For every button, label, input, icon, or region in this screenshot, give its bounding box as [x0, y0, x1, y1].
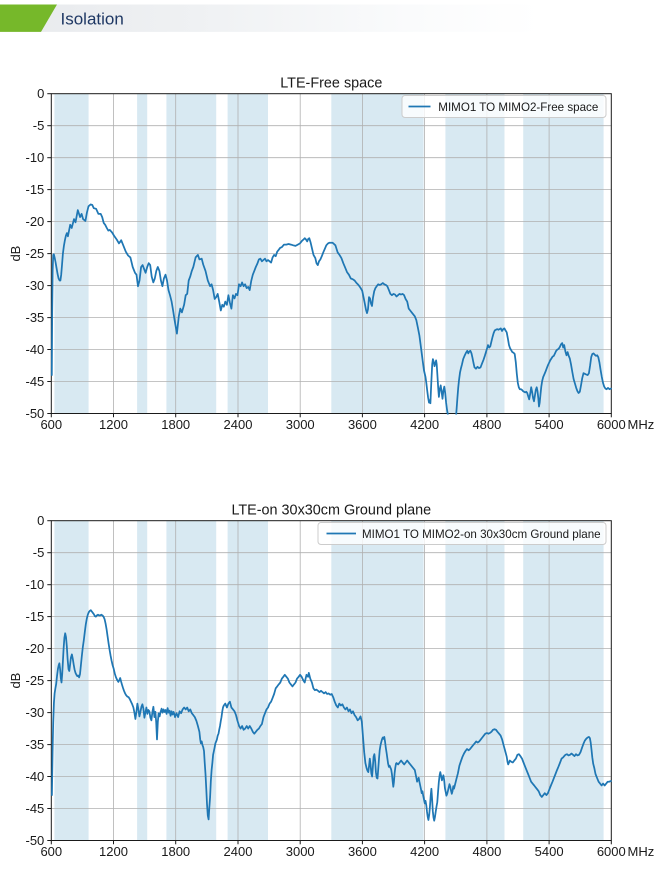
svg-text:-50: -50	[26, 833, 45, 848]
svg-text:-5: -5	[33, 118, 45, 133]
svg-text:4200: 4200	[410, 844, 439, 859]
svg-text:2400: 2400	[224, 417, 253, 432]
svg-text:LTE-on 30x30cm Ground plane: LTE-on 30x30cm Ground plane	[231, 503, 431, 519]
svg-text:3000: 3000	[286, 417, 315, 432]
svg-text:600: 600	[40, 844, 62, 859]
svg-text:1200: 1200	[99, 844, 128, 859]
svg-text:-35: -35	[26, 310, 45, 325]
svg-text:dB: dB	[8, 246, 23, 262]
svg-text:6000: 6000	[597, 844, 626, 859]
svg-text:5400: 5400	[535, 417, 564, 432]
svg-text:Isolation: Isolation	[61, 9, 124, 28]
svg-text:-5: -5	[33, 545, 45, 560]
svg-text:4200: 4200	[410, 417, 439, 432]
svg-text:LTE-Free space: LTE-Free space	[280, 76, 382, 92]
svg-text:4800: 4800	[472, 417, 501, 432]
svg-text:2400: 2400	[224, 844, 253, 859]
svg-text:-25: -25	[26, 673, 45, 688]
svg-text:0: 0	[37, 513, 44, 528]
svg-text:-30: -30	[26, 705, 45, 720]
svg-text:1800: 1800	[161, 844, 190, 859]
svg-text:MIMO1 TO MIMO2-on 30x30cm Grou: MIMO1 TO MIMO2-on 30x30cm Ground plane	[362, 528, 601, 541]
svg-text:0: 0	[37, 86, 44, 101]
svg-text:3000: 3000	[286, 844, 315, 859]
svg-text:1200: 1200	[99, 417, 128, 432]
svg-text:4800: 4800	[472, 844, 501, 859]
svg-text:-35: -35	[26, 737, 45, 752]
svg-text:-20: -20	[26, 641, 45, 656]
svg-text:MHz: MHz	[628, 417, 655, 432]
svg-text:MHz: MHz	[628, 844, 655, 859]
svg-text:3600: 3600	[348, 417, 377, 432]
svg-text:-50: -50	[26, 406, 45, 421]
svg-text:-10: -10	[26, 150, 45, 165]
svg-text:6000: 6000	[597, 417, 626, 432]
svg-text:-40: -40	[26, 342, 45, 357]
svg-text:600: 600	[40, 417, 62, 432]
svg-text:-25: -25	[26, 246, 45, 261]
svg-text:MIMO1 TO MIMO2-Free space: MIMO1 TO MIMO2-Free space	[438, 101, 598, 114]
svg-text:1800: 1800	[161, 417, 190, 432]
svg-text:-40: -40	[26, 769, 45, 784]
svg-text:-10: -10	[26, 577, 45, 592]
svg-text:-20: -20	[26, 214, 45, 229]
svg-text:-45: -45	[26, 801, 45, 816]
svg-text:-45: -45	[26, 374, 45, 389]
svg-text:dB: dB	[8, 673, 23, 689]
svg-text:-15: -15	[26, 182, 45, 197]
svg-text:-30: -30	[26, 278, 45, 293]
svg-text:-15: -15	[26, 609, 45, 624]
svg-text:3600: 3600	[348, 844, 377, 859]
svg-text:5400: 5400	[535, 844, 564, 859]
